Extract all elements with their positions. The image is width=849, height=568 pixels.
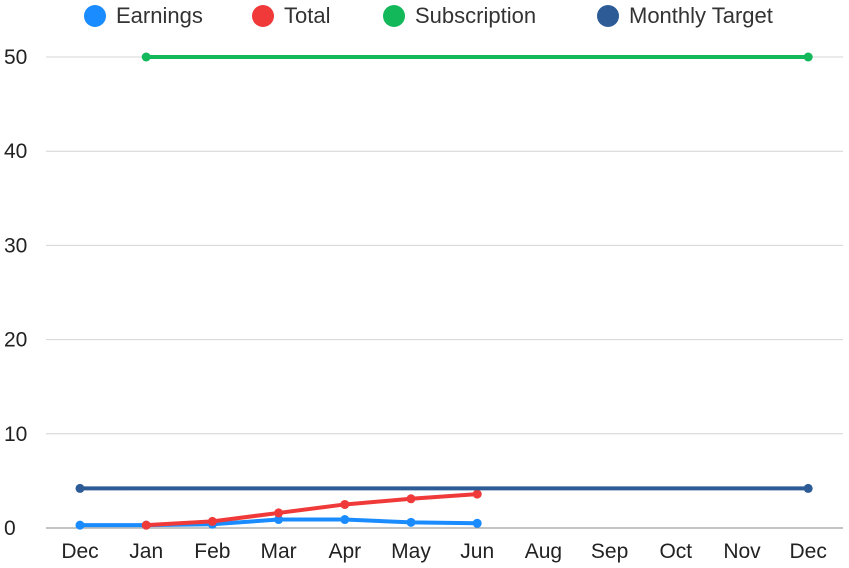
y-tick-label: 0 xyxy=(4,517,16,540)
y-tick-label: 50 xyxy=(4,46,27,69)
data-point-total[interactable] xyxy=(340,499,350,509)
legend-label-total: Total xyxy=(284,3,330,28)
y-tick-label: 40 xyxy=(4,140,27,163)
y-tick-label: 20 xyxy=(4,329,27,352)
x-tick-label: Jun xyxy=(460,540,494,563)
series-line-total xyxy=(144,492,480,528)
x-tick-label: Aug xyxy=(525,540,562,563)
x-tick-label: Apr xyxy=(328,540,361,563)
gridlines xyxy=(46,56,843,529)
legend-marker-total xyxy=(252,5,274,27)
data-point-earnings[interactable] xyxy=(75,520,85,530)
x-tick-label: Dec xyxy=(61,540,98,563)
x-tick-label: Jan xyxy=(129,540,163,563)
legend-label-monthly-target: Monthly Target xyxy=(629,3,773,28)
data-point-monthly-target[interactable] xyxy=(803,483,813,493)
series-lines xyxy=(75,52,813,530)
x-tick-label: Feb xyxy=(194,540,230,563)
legend-item-earnings[interactable]: Earnings xyxy=(84,3,203,28)
y-tick-label: 30 xyxy=(4,234,27,257)
data-point-subscription[interactable] xyxy=(141,52,151,62)
legend-item-total[interactable]: Total xyxy=(252,3,330,28)
data-point-subscription[interactable] xyxy=(803,52,813,62)
data-point-earnings[interactable] xyxy=(274,515,284,525)
data-point-earnings[interactable] xyxy=(406,517,416,527)
data-point-earnings[interactable] xyxy=(340,515,350,525)
data-point-total[interactable] xyxy=(207,516,217,526)
x-tick-label: May xyxy=(391,540,431,563)
data-point-total[interactable] xyxy=(141,520,151,530)
x-tick-label: Nov xyxy=(723,540,761,563)
x-tick-label: Oct xyxy=(659,540,692,563)
legend-marker-monthly-target xyxy=(597,5,619,27)
x-tick-label: Dec xyxy=(790,540,827,563)
data-point-monthly-target[interactable] xyxy=(75,483,85,493)
axes: 0 10 20 30 40 50 Dec Jan Feb Mar Apr May Jun Aug Sep Oc… xyxy=(4,46,827,563)
legend-label-earnings: Earnings xyxy=(116,3,203,28)
data-point-total[interactable] xyxy=(274,508,284,518)
x-tick-label: Mar xyxy=(261,540,297,563)
x-tick-label: Sep xyxy=(591,540,628,563)
legend-marker-subscription xyxy=(383,5,405,27)
data-point-total[interactable] xyxy=(472,489,482,499)
legend-item-monthly-target[interactable]: Monthly Target xyxy=(597,3,773,28)
legend-marker-earnings xyxy=(84,5,106,27)
legend: Earnings Total Subscription Monthly Target xyxy=(84,3,773,28)
legend-item-subscription[interactable]: Subscription xyxy=(383,3,536,28)
data-point-earnings[interactable] xyxy=(472,518,482,528)
y-tick-label: 10 xyxy=(4,423,27,446)
legend-label-subscription: Subscription xyxy=(415,3,536,28)
data-point-total[interactable] xyxy=(406,494,416,504)
